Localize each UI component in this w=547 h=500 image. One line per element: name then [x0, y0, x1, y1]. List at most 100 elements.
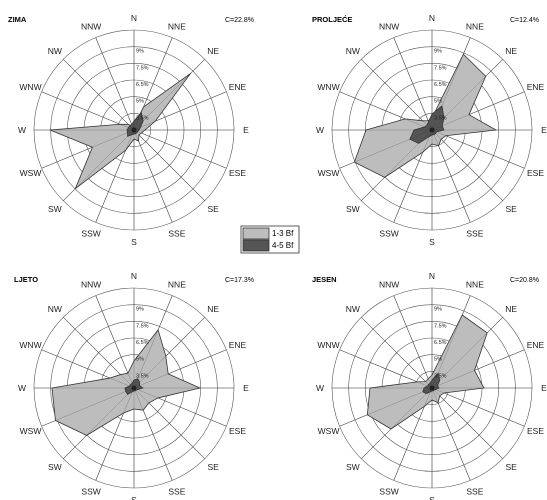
grid-spoke-overlay	[431, 129, 525, 169]
grid-spoke-overlay	[361, 129, 433, 201]
grid-spoke-overlay	[431, 91, 525, 131]
ring-label: 5%	[136, 357, 144, 363]
direction-label-e: E	[243, 383, 249, 393]
legend-label-4-5-bf: 4-5 Bf	[272, 241, 294, 250]
ring-label: 6.5%	[434, 82, 447, 88]
ring-label: 9%	[434, 49, 442, 55]
direction-label-n: N	[131, 13, 137, 23]
grid-spoke-overlay	[339, 387, 433, 427]
center-dot	[429, 127, 435, 133]
direction-label-s: S	[131, 237, 137, 247]
direction-label-wsw: WSW	[318, 168, 340, 178]
ring-label: 9%	[434, 307, 442, 313]
grid-spoke-overlay	[63, 59, 135, 131]
ring-label: 6.5%	[434, 340, 447, 346]
grid-spoke-overlay	[431, 59, 503, 131]
grid-spoke-overlay	[431, 387, 503, 459]
wind-rose-3: 3.5% 5% 6.5% 7.5% 9% N NNE NE ENE E ESE SE SSE S SSW SW…	[14, 271, 254, 500]
grid-spoke-overlay	[361, 387, 433, 459]
direction-label-sw: SW	[48, 204, 62, 214]
direction-label-nnw: NNW	[81, 280, 101, 290]
grid-spoke-overlay	[339, 91, 433, 131]
grid-spoke-overlay	[361, 317, 433, 389]
ring-label: 6.5%	[136, 340, 149, 346]
direction-label-s: S	[429, 237, 435, 247]
direction-label-se: SE	[506, 204, 518, 214]
center-dot	[131, 385, 137, 391]
direction-label-ssw: SSW	[81, 487, 100, 497]
direction-label-sse: SSE	[168, 229, 185, 239]
direction-label-wnw: WNW	[19, 82, 41, 92]
season-title: ZIMA	[8, 15, 27, 24]
grid-spoke-overlay	[63, 129, 135, 201]
direction-label-wnw: WNW	[317, 340, 339, 350]
ring-label: 7.5%	[434, 323, 447, 329]
direction-label-se: SE	[208, 462, 220, 472]
grid-spoke-overlay	[95, 37, 135, 131]
direction-label-ese: ESE	[527, 168, 544, 178]
grid-spoke-overlay	[133, 91, 227, 131]
grid-spoke-overlay	[431, 387, 525, 427]
direction-label-sse: SSE	[466, 487, 483, 497]
grid-spoke-overlay	[361, 59, 433, 131]
ring-label: 3.5%	[136, 373, 149, 379]
direction-label-nne: NNE	[466, 22, 484, 32]
ring-label: 7.5%	[434, 65, 447, 71]
ring-label: 3.5%	[434, 115, 447, 121]
center-dot	[131, 127, 137, 133]
direction-label-sw: SW	[48, 462, 62, 472]
ring-label: 3.5%	[434, 373, 447, 379]
grid-spoke-overlay	[63, 387, 135, 459]
direction-label-e: E	[243, 125, 249, 135]
direction-label-ne: NE	[505, 46, 517, 56]
direction-label-n: N	[429, 271, 435, 281]
grid-spoke-overlay	[431, 129, 503, 201]
direction-label-nne: NNE	[168, 280, 186, 290]
direction-label-ene: ENE	[229, 340, 247, 350]
grid-spoke-overlay	[133, 349, 227, 389]
calm-percentage: C=17.3%	[225, 277, 254, 284]
grid-spoke-overlay	[133, 317, 205, 389]
direction-label-wnw: WNW	[19, 340, 41, 350]
grid-spoke-overlay	[393, 129, 433, 223]
direction-label-wsw: WSW	[318, 426, 340, 436]
season-title: JESEN	[312, 275, 337, 284]
grid-spoke-overlay	[393, 37, 433, 131]
grid-spoke-overlay	[393, 387, 433, 481]
grid-spoke-overlay	[431, 37, 471, 131]
direction-label-nw: NW	[48, 304, 62, 314]
wind-rose-2: 3.5% 5% 6.5% 7.5% 9% N NNE NE ENE E ESE SE SSE S SSW SW…	[312, 13, 547, 247]
direction-label-wsw: WSW	[20, 168, 42, 178]
ring-label: 9%	[136, 307, 144, 313]
direction-label-nnw: NNW	[379, 22, 399, 32]
grid-spoke-overlay	[133, 37, 173, 131]
direction-label-wsw: WSW	[20, 426, 42, 436]
grid-spoke-overlay	[133, 129, 227, 169]
legend-box-4-5-bf	[242, 239, 270, 252]
ring-label: 9%	[136, 49, 144, 55]
grid-spoke-overlay	[393, 295, 433, 389]
series-1-3-bf	[49, 73, 191, 190]
grid-spoke-overlay	[41, 129, 135, 169]
direction-label-nnw: NNW	[81, 22, 101, 32]
direction-label-ssw: SSW	[81, 229, 100, 239]
grid-spoke-overlay	[431, 317, 503, 389]
direction-label-nw: NW	[346, 46, 360, 56]
ring-label: 5%	[434, 99, 442, 105]
legend-box-1-3-bf	[242, 227, 270, 240]
direction-label-nne: NNE	[466, 280, 484, 290]
ring-label: 5%	[434, 357, 442, 363]
ring-label: 7.5%	[136, 65, 149, 71]
direction-label-e: E	[541, 383, 547, 393]
grid-spoke-overlay	[133, 387, 173, 481]
grid-spoke-overlay	[133, 387, 205, 459]
direction-label-ene: ENE	[229, 82, 247, 92]
direction-label-ssw: SSW	[379, 487, 398, 497]
grid-spoke-overlay	[431, 129, 471, 223]
direction-label-ne: NE	[207, 46, 219, 56]
direction-label-sw: SW	[346, 204, 360, 214]
grid-spoke-overlay	[339, 349, 433, 389]
direction-label-ne: NE	[207, 304, 219, 314]
grid-spoke-overlay	[133, 129, 205, 201]
grid-spoke-overlay	[339, 129, 433, 169]
